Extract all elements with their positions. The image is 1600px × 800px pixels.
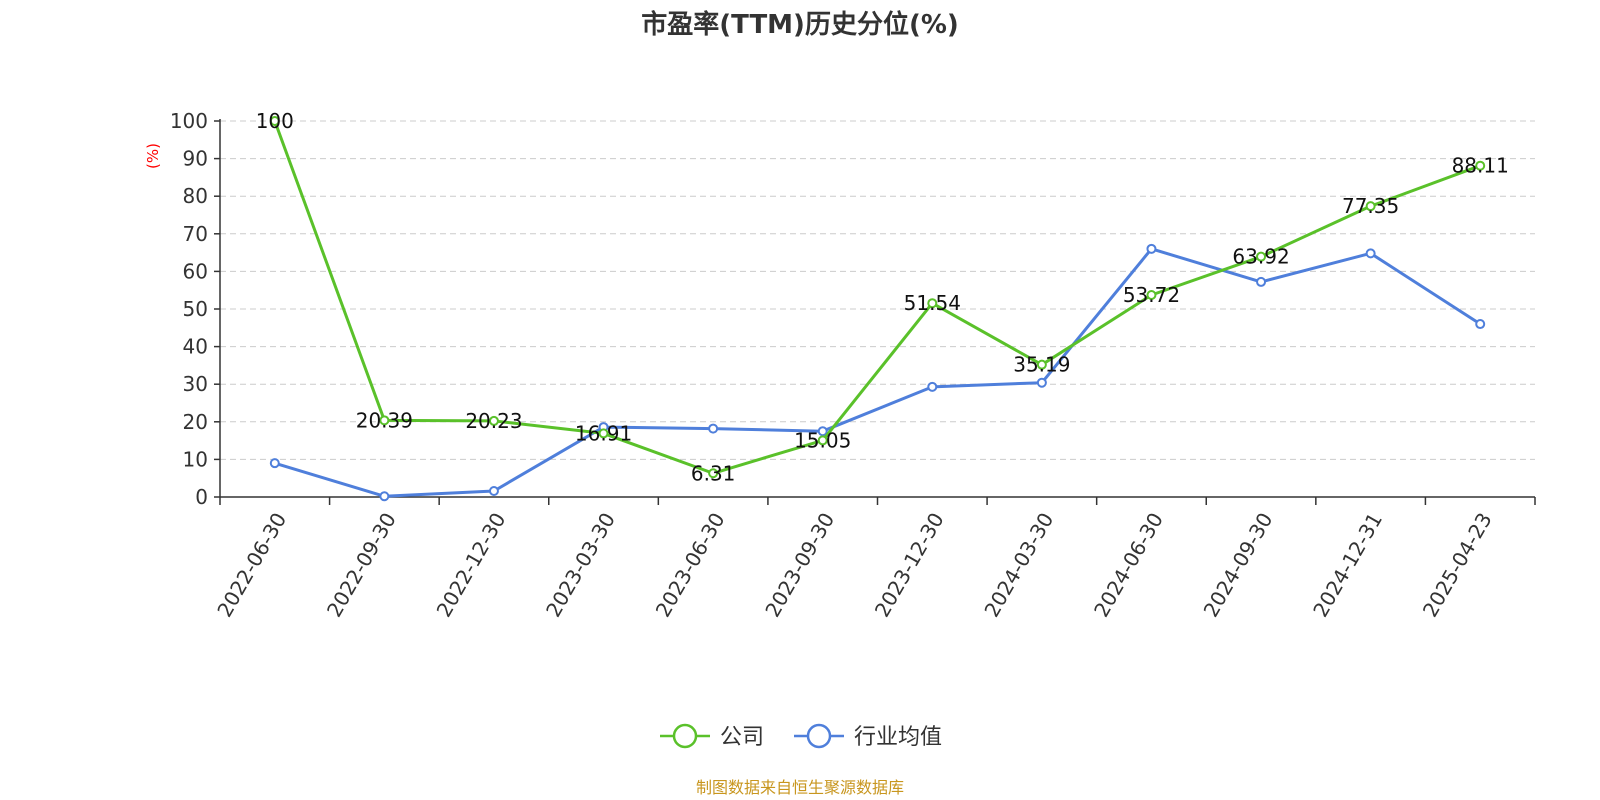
x-tick-label: 2023-09-30 [760,509,839,622]
x-tick-label: 2023-12-30 [870,509,949,622]
legend-label: 公司 [720,725,764,750]
y-axis-ticks: 0 10 20 30 40 50 60 70 80 90 100 [170,109,220,509]
data-point [598,428,609,439]
data-label: 35.19 [1013,353,1070,377]
x-tick-label: 2024-12-31 [1308,509,1387,622]
y-tick-label: 50 [183,297,208,321]
data-point [1365,201,1376,212]
data-label: 77.35 [1342,194,1399,218]
data-point [1256,251,1267,262]
data-point [379,415,390,426]
y-tick-label: 20 [183,410,208,434]
data-label: 6.31 [691,461,736,485]
data-point [488,415,499,426]
x-tick-label: 2022-12-30 [432,509,511,622]
legend[interactable]: 公司 行业均值 [660,723,942,750]
data-point [708,423,719,434]
data-point [1036,359,1047,370]
y-tick-label: 80 [183,184,208,208]
data-point [1365,248,1376,259]
data-point [927,381,938,392]
data-point [269,458,280,469]
data-labels: 100 20.39 20.23 16.91 6.31 15.05 51.54 35.19 53.… [256,109,1509,485]
legend-item[interactable]: 公司 [660,723,764,750]
data-label: 63.92 [1232,245,1289,269]
data-point [269,116,280,126]
y-tick-label: 100 [170,109,208,133]
series-line [273,120,1481,475]
data-point [1146,290,1157,301]
y-tick-label: 30 [183,372,208,396]
series-group [269,116,1486,502]
data-point [1036,377,1047,388]
y-tick-label: 60 [183,259,208,283]
legend-marker [672,723,698,749]
x-tick-label: 2022-06-30 [212,509,291,622]
legend-item[interactable]: 行业均值 [794,723,942,750]
data-point [708,468,719,479]
y-tick-label: 10 [183,447,208,471]
x-tick-label: 2023-06-30 [651,509,730,622]
y-tick-label: 40 [183,335,208,359]
data-label: 88.11 [1452,154,1509,178]
data-label: 20.23 [465,409,522,433]
data-label: 16.91 [575,421,632,445]
series-line [274,247,1482,498]
source-note: 制图数据来自恒生聚源数据库 [696,778,904,797]
x-tick-label: 2024-06-30 [1089,509,1168,622]
data-label: 15.05 [794,428,851,452]
x-tick-label: 2025-04-23 [1418,509,1497,622]
x-tick-label: 2023-03-30 [541,509,620,622]
data-label: 100 [256,109,294,133]
data-label: 20.39 [356,408,413,432]
data-label: 51.54 [904,291,961,315]
data-label: 53.72 [1123,283,1180,307]
legend-label: 行业均值 [854,725,942,750]
data-point [817,426,828,437]
x-axis-ticks: 2022-06-30 2022-09-30 2022-12-30 2023-03-30… [212,497,1536,622]
y-axis-label: (%) [144,143,162,169]
axes [219,119,1535,498]
chart-title: 市盈率(TTM)历史分位(%) [641,9,959,40]
data-point [1256,276,1267,287]
y-tick-label: 90 [183,147,208,171]
data-point [927,298,938,309]
x-tick-label: 2024-03-30 [979,509,1058,622]
data-point [488,485,499,496]
legend-marker [806,723,832,749]
data-point [1475,319,1486,330]
data-point [1146,243,1157,254]
data-point [817,435,828,446]
y-tick-label: 0 [195,485,208,509]
x-tick-label: 2022-09-30 [322,509,401,622]
data-point [379,491,390,502]
grid-lines [220,120,1535,460]
y-tick-label: 70 [183,222,208,246]
data-point [1475,160,1486,171]
x-tick-label: 2024-09-30 [1199,509,1278,622]
